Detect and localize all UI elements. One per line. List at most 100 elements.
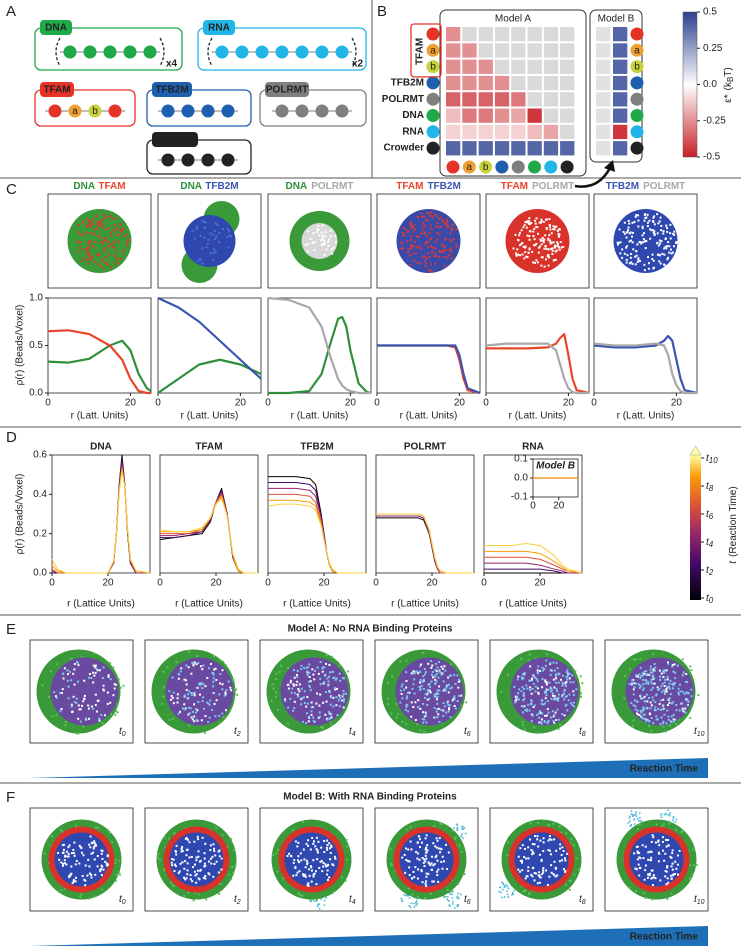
speckle: [629, 825, 632, 828]
speckle: [417, 835, 420, 838]
bead: [426, 92, 440, 106]
data-line: [377, 344, 481, 395]
speckle: [105, 864, 108, 867]
speckle: [304, 875, 307, 878]
speckle: [455, 245, 458, 248]
speckle: [117, 240, 120, 243]
speckle: [193, 870, 196, 873]
snapshot-time: t10: [694, 894, 705, 906]
speckle: [666, 678, 669, 681]
speckle: [561, 681, 564, 684]
speckle: [538, 721, 541, 724]
speckle: [552, 661, 555, 664]
speckle: [222, 716, 225, 719]
speckle: [462, 828, 464, 831]
time-subscript: 2: [236, 731, 241, 738]
bead: [295, 45, 309, 59]
speckle: [643, 695, 646, 698]
speckle: [543, 667, 546, 670]
speckle: [280, 664, 283, 667]
speckle: [99, 869, 102, 872]
x-tick-label: 20: [454, 398, 466, 409]
speckle: [293, 676, 296, 679]
y-axis-label: ρ(r) (Beads/Voxel): [15, 474, 26, 555]
speckle: [436, 238, 439, 241]
speckle: [401, 900, 404, 903]
speckle: [194, 874, 197, 877]
speckle: [93, 845, 96, 848]
speckle: [101, 219, 104, 222]
speckle: [61, 864, 64, 867]
speckle: [88, 221, 91, 224]
plot-frame: [267, 297, 372, 394]
speckle: [338, 705, 341, 708]
time-symbol: t: [706, 593, 710, 604]
speckle: [308, 676, 311, 679]
x-axis-label: r (Latt. Units): [509, 411, 567, 422]
speckle: [432, 864, 435, 867]
speckle: [544, 681, 547, 684]
speckle: [532, 867, 535, 870]
speckle: [662, 232, 665, 235]
speckle: [313, 720, 316, 723]
speckle: [123, 235, 126, 238]
speckle: [420, 870, 423, 873]
speckle: [189, 878, 192, 881]
bead: [215, 45, 229, 59]
speckle: [456, 827, 459, 830]
speckle: [434, 669, 437, 672]
speckle: [48, 695, 51, 698]
speckle: [568, 672, 571, 675]
speckle: [176, 701, 179, 704]
speckle: [561, 846, 564, 849]
speckle: [649, 701, 652, 704]
speckle: [666, 865, 669, 868]
speckle: [401, 232, 404, 235]
speckle: [548, 681, 551, 684]
speckle: [100, 874, 103, 877]
speckle: [50, 670, 53, 673]
speckle: [672, 817, 675, 819]
speckle: [669, 223, 672, 226]
speckle: [625, 236, 628, 239]
speckle: [548, 875, 551, 878]
speckle: [442, 709, 445, 712]
speckle: [672, 718, 675, 721]
speckle: [73, 854, 76, 857]
speckle: [447, 899, 450, 902]
speckle: [652, 229, 655, 232]
arrow: [574, 167, 612, 188]
speckle: [460, 694, 463, 697]
speckle: [528, 235, 531, 238]
speckle: [528, 709, 531, 712]
speckle: [292, 874, 295, 877]
bead: [275, 104, 289, 118]
speckle: [580, 692, 583, 695]
matrix-cell-faded: [596, 92, 611, 107]
speckle: [409, 247, 412, 250]
speckle: [673, 245, 676, 248]
speckle: [226, 236, 229, 239]
speckle: [186, 873, 189, 876]
speckle: [184, 878, 187, 881]
speckle: [435, 255, 438, 258]
speckle: [326, 878, 329, 881]
speckle: [93, 232, 96, 235]
speckle: [561, 694, 564, 697]
speckle: [649, 668, 652, 671]
speckle: [668, 820, 671, 823]
speckle: [295, 673, 298, 676]
speckle: [455, 228, 458, 231]
speckle: [666, 258, 669, 261]
y-tick-label: 0.2: [33, 528, 47, 539]
speckle: [528, 217, 531, 220]
speckle: [81, 851, 84, 854]
speckle: [449, 238, 452, 241]
speckle: [114, 683, 117, 686]
speckle: [537, 232, 540, 235]
speckle: [191, 716, 194, 719]
speckle: [651, 671, 654, 674]
speckle: [98, 254, 101, 257]
speckle: [89, 835, 92, 838]
speckle: [640, 242, 643, 245]
